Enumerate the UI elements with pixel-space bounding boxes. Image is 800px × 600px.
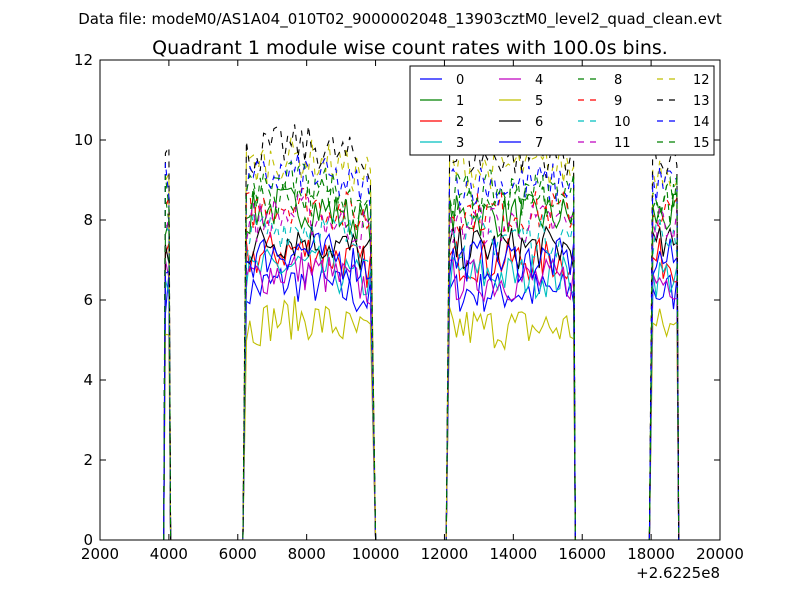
legend-label: 14 — [693, 115, 710, 130]
series-line-0 — [163, 262, 680, 541]
y-tick-label: 8 — [83, 211, 93, 229]
legend-label: 6 — [535, 115, 543, 130]
x-tick-label: 4000 — [150, 545, 188, 563]
y-tick-label: 6 — [83, 291, 93, 309]
series-line-13 — [163, 124, 680, 541]
x-tick-label: 8000 — [288, 545, 326, 563]
legend-box — [409, 65, 715, 156]
series-line-3 — [163, 245, 680, 541]
series-line-1 — [163, 187, 680, 541]
legend-label: 10 — [614, 115, 631, 130]
legend-label: 7 — [535, 136, 543, 151]
x-tick-label: 12000 — [421, 545, 469, 563]
legend-label: 3 — [456, 136, 464, 151]
series-line-10 — [163, 213, 680, 541]
data-file-label: Data file: modeM0/AS1A04_010T02_90000020… — [78, 10, 722, 29]
x-tick-label: 14000 — [489, 545, 537, 563]
x-axis: 2000 4000 6000 8000 10000 12000 14000 16000 1800… — [81, 60, 744, 563]
series-line-2 — [163, 231, 680, 541]
legend-label: 15 — [693, 136, 710, 151]
x-tick-label: 2000 — [81, 545, 119, 563]
series-line-15 — [163, 160, 680, 541]
legend-label: 5 — [535, 94, 543, 109]
series-line-6 — [163, 224, 680, 541]
y-tick-label: 10 — [74, 131, 93, 149]
series-line-7 — [163, 232, 680, 541]
legend-label: 11 — [614, 136, 631, 151]
y-tick-label: 12 — [74, 51, 93, 69]
legend-label: 13 — [693, 94, 710, 109]
legend-label: 2 — [456, 115, 464, 130]
x-tick-label: 6000 — [219, 545, 257, 563]
x-tick-label: 10000 — [352, 545, 400, 563]
x-offset-label: +2.6225e8 — [636, 564, 720, 582]
legend-label: 8 — [614, 73, 622, 88]
legend-label: 12 — [693, 73, 710, 88]
series-line-8 — [163, 177, 680, 541]
legend-label: 9 — [614, 94, 622, 109]
x-tick-label: 16000 — [558, 545, 606, 563]
series-line-9 — [163, 187, 680, 541]
legend-label: 0 — [456, 73, 464, 88]
series-line-12 — [163, 136, 680, 541]
series-line-5 — [163, 296, 680, 541]
plot-area — [163, 124, 680, 541]
legend-label: 1 — [456, 94, 464, 109]
y-tick-label: 2 — [83, 451, 93, 469]
y-tick-label: 4 — [83, 371, 93, 389]
series-line-14 — [163, 152, 680, 541]
series-line-11 — [163, 191, 680, 541]
series-line-4 — [163, 252, 680, 541]
legend-label: 4 — [535, 73, 543, 88]
chart-title: Quadrant 1 module wise count rates with … — [152, 37, 668, 59]
x-tick-label: 18000 — [627, 545, 675, 563]
x-tick-label: 20000 — [696, 545, 744, 563]
y-tick-label: 0 — [83, 531, 93, 549]
